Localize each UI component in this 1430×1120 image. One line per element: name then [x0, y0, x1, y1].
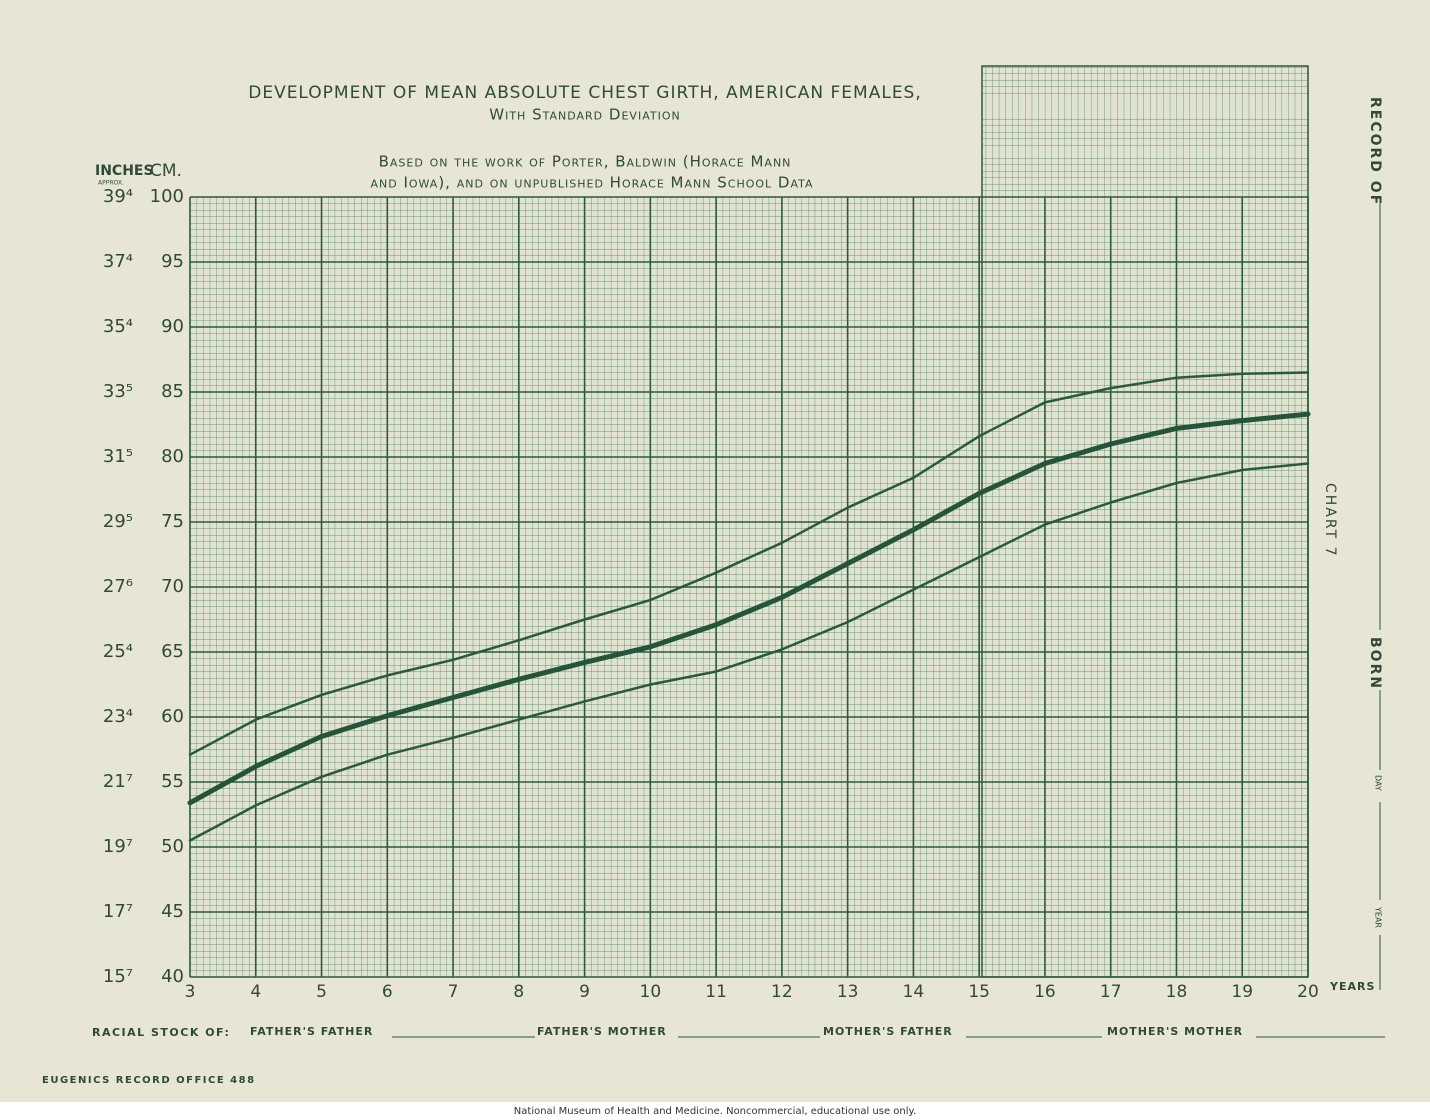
- form-field-label: FATHER'S MOTHER: [537, 1025, 667, 1038]
- racial-stock-label: RACIAL STOCK OF:: [92, 1026, 230, 1039]
- x-tick-label: 7: [448, 982, 459, 1002]
- x-tick-label: 12: [771, 982, 793, 1002]
- x-tick-label: 11: [705, 982, 727, 1002]
- y-axis-label: CM.: [150, 161, 182, 181]
- x-tick-label: 4: [250, 982, 261, 1002]
- y-alt-tick-label: 21⁷: [103, 771, 133, 792]
- y-alt-tick-label: 29⁵: [103, 511, 133, 532]
- y-alt-tick-label: 37⁴: [103, 251, 133, 272]
- data-line: [187, 411, 1311, 806]
- x-tick-label: 19: [1231, 982, 1253, 1002]
- source-note: Based on the work of Porter, Baldwin (Ho…: [379, 153, 792, 171]
- x-tick-label: 3: [185, 982, 196, 1002]
- born-label: BORN: [1367, 637, 1383, 690]
- year-label: YEAR: [1374, 906, 1383, 928]
- y-alt-tick-label: 17⁷: [103, 901, 133, 922]
- y-alt-tick-label: 19⁷: [103, 836, 133, 857]
- office-label: EUGENICS RECORD OFFICE 488: [42, 1075, 256, 1086]
- y-tick-label: 50: [161, 836, 184, 857]
- y-tick-label: 65: [161, 641, 184, 662]
- y-tick-label: 95: [161, 251, 184, 272]
- y-tick-label: 60: [161, 706, 184, 727]
- x-tick-label: 10: [640, 982, 662, 1002]
- y-tick-label: 100: [150, 186, 184, 207]
- x-tick-label: 15: [968, 982, 990, 1002]
- extra-grid-block-lines: [982, 66, 1308, 197]
- x-tick-label: 20: [1297, 982, 1319, 1002]
- y-tick-label: 75: [161, 511, 184, 532]
- day-label: DAY: [1374, 775, 1383, 791]
- data-line: [188, 371, 1310, 756]
- y-alt-axis-note: APPROX.: [98, 180, 124, 187]
- x-tick-label: 18: [1166, 982, 1188, 1002]
- record-of-label: RECORD OF: [1367, 97, 1383, 206]
- y-alt-tick-label: 25⁴: [103, 641, 133, 662]
- credit-line: National Museum of Health and Medicine. …: [514, 1106, 916, 1117]
- x-tick-label: 13: [837, 982, 859, 1002]
- y-tick-label: 90: [161, 316, 184, 337]
- x-tick-label: 17: [1100, 982, 1122, 1002]
- chart-title: DEVELOPMENT OF MEAN ABSOLUTE CHEST GIRTH…: [248, 83, 922, 103]
- y-alt-tick-label: 39⁴: [103, 186, 133, 207]
- y-alt-tick-label: 27⁶: [103, 576, 133, 597]
- form-field-label: MOTHER'S FATHER: [823, 1025, 953, 1038]
- y-tick-label: 70: [161, 576, 184, 597]
- y-tick-label: 80: [161, 446, 184, 467]
- y-tick-label: 85: [161, 381, 184, 402]
- source-note: and Iowa), and on unpublished Horace Man…: [370, 174, 813, 192]
- y-tick-label: 45: [161, 901, 184, 922]
- y-alt-tick-label: 35⁴: [103, 316, 133, 337]
- y-alt-tick-label: 31⁵: [103, 446, 133, 467]
- form-field-label: FATHER'S FATHER: [250, 1025, 373, 1038]
- chart-subtitle: With Standard Deviation: [489, 106, 680, 124]
- y-alt-axis-label: INCHES: [95, 163, 154, 179]
- x-tick-label: 14: [903, 982, 925, 1002]
- y-alt-tick-label: 23⁴: [103, 706, 133, 727]
- x-tick-label: 5: [316, 982, 327, 1002]
- x-tick-label: 8: [513, 982, 524, 1002]
- y-alt-tick-label: 33⁵: [103, 381, 133, 402]
- x-tick-label: 9: [579, 982, 590, 1002]
- x-tick-label: 6: [382, 982, 393, 1002]
- chart-number: CHART 7: [1322, 483, 1338, 558]
- y-tick-label: 55: [161, 771, 184, 792]
- y-tick-label: 40: [161, 966, 184, 987]
- y-alt-tick-label: 15⁷: [103, 966, 133, 987]
- data-line: [188, 462, 1310, 842]
- x-tick-label: 16: [1034, 982, 1056, 1002]
- form-field-label: MOTHER'S MOTHER: [1107, 1025, 1243, 1038]
- x-axis-label: YEARS: [1329, 980, 1375, 993]
